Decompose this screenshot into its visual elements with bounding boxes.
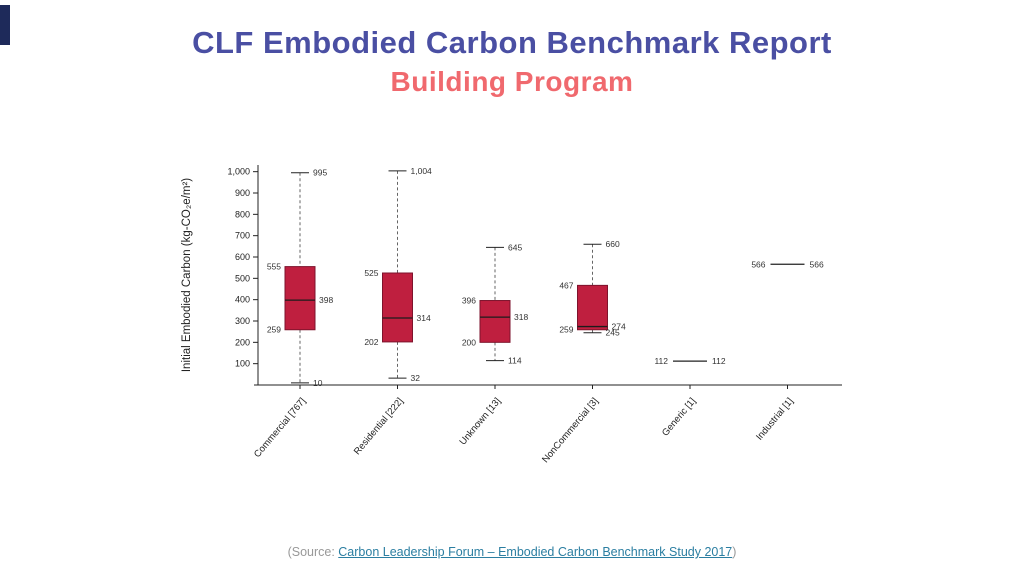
svg-text:400: 400 bbox=[235, 295, 250, 305]
svg-text:555: 555 bbox=[267, 262, 281, 272]
svg-text:467: 467 bbox=[559, 280, 573, 290]
svg-text:200: 200 bbox=[462, 337, 476, 347]
box-3: 467 259 274 660 245 NonCommercial [3] bbox=[540, 239, 626, 465]
svg-text:100: 100 bbox=[235, 359, 250, 369]
svg-text:112: 112 bbox=[712, 356, 726, 366]
svg-text:1,000: 1,000 bbox=[227, 167, 250, 177]
svg-text:500: 500 bbox=[235, 273, 250, 283]
svg-text:32: 32 bbox=[411, 373, 421, 383]
axes bbox=[254, 165, 842, 386]
svg-text:600: 600 bbox=[235, 252, 250, 262]
svg-text:1,004: 1,004 bbox=[411, 166, 433, 176]
svg-text:300: 300 bbox=[235, 316, 250, 326]
source-link[interactable]: Carbon Leadership Forum – Embodied Carbo… bbox=[338, 545, 733, 559]
svg-text:10: 10 bbox=[313, 378, 323, 388]
source-prefix: (Source: bbox=[287, 545, 339, 559]
boxplot-svg: 100 200 300 400 500 600 700 800 900 1,000 Initial … bbox=[181, 165, 842, 465]
svg-text:112: 112 bbox=[654, 356, 668, 366]
svg-text:525: 525 bbox=[364, 268, 378, 278]
boxplot-chart: 100 200 300 400 500 600 700 800 900 1,000 Initial … bbox=[150, 145, 860, 490]
svg-text:900: 900 bbox=[235, 188, 250, 198]
title-block: CLF Embodied Carbon Benchmark Report Bui… bbox=[0, 24, 1024, 98]
box-5: 566 566 Industrial [1] bbox=[751, 259, 824, 442]
svg-text:Generic [1]: Generic [1] bbox=[660, 396, 698, 439]
svg-text:Residential [222]: Residential [222] bbox=[352, 396, 406, 457]
svg-text:800: 800 bbox=[235, 209, 250, 219]
svg-text:660: 660 bbox=[606, 239, 620, 249]
svg-text:566: 566 bbox=[810, 259, 824, 269]
svg-text:318: 318 bbox=[514, 312, 528, 322]
box-4: 112 112 Generic [1] bbox=[654, 356, 725, 438]
svg-text:274: 274 bbox=[612, 322, 626, 332]
svg-text:114: 114 bbox=[508, 356, 522, 366]
svg-text:202: 202 bbox=[364, 337, 378, 347]
svg-text:396: 396 bbox=[462, 296, 476, 306]
y-axis-label: Initial Embodied Carbon (kg-CO₂e/m²) bbox=[181, 178, 193, 372]
box-1: 525 202 314 1,004 32 Residential [222] bbox=[352, 166, 432, 457]
page-subtitle: Building Program bbox=[390, 65, 634, 97]
svg-text:245: 245 bbox=[606, 328, 620, 338]
svg-text:259: 259 bbox=[267, 325, 281, 335]
svg-text:645: 645 bbox=[508, 242, 522, 252]
svg-text:Commercial [767]: Commercial [767] bbox=[252, 396, 308, 460]
box-2: 396 200 318 645 114 Unknown [13] bbox=[458, 242, 529, 447]
page-title: CLF Embodied Carbon Benchmark Report bbox=[192, 25, 832, 60]
source-suffix: ) bbox=[732, 545, 737, 559]
box-0: 555 259 398 995 10 Commercial [767] bbox=[252, 168, 333, 460]
slide-accent-bar bbox=[0, 5, 10, 45]
svg-text:Unknown [13]: Unknown [13] bbox=[458, 396, 504, 448]
source-line: (Source: Carbon Leadership Forum – Embod… bbox=[0, 545, 1024, 559]
svg-text:Industrial [1]: Industrial [1] bbox=[754, 396, 796, 443]
svg-text:259: 259 bbox=[559, 325, 573, 335]
y-axis-ticks: 100 200 300 400 500 600 700 800 900 1,000 bbox=[227, 167, 258, 369]
svg-text:NonCommercial [3]: NonCommercial [3] bbox=[540, 396, 601, 465]
svg-text:566: 566 bbox=[751, 259, 765, 269]
svg-text:995: 995 bbox=[313, 168, 327, 178]
svg-text:398: 398 bbox=[319, 295, 333, 305]
svg-text:200: 200 bbox=[235, 337, 250, 347]
svg-text:314: 314 bbox=[417, 313, 431, 323]
svg-text:700: 700 bbox=[235, 231, 250, 241]
